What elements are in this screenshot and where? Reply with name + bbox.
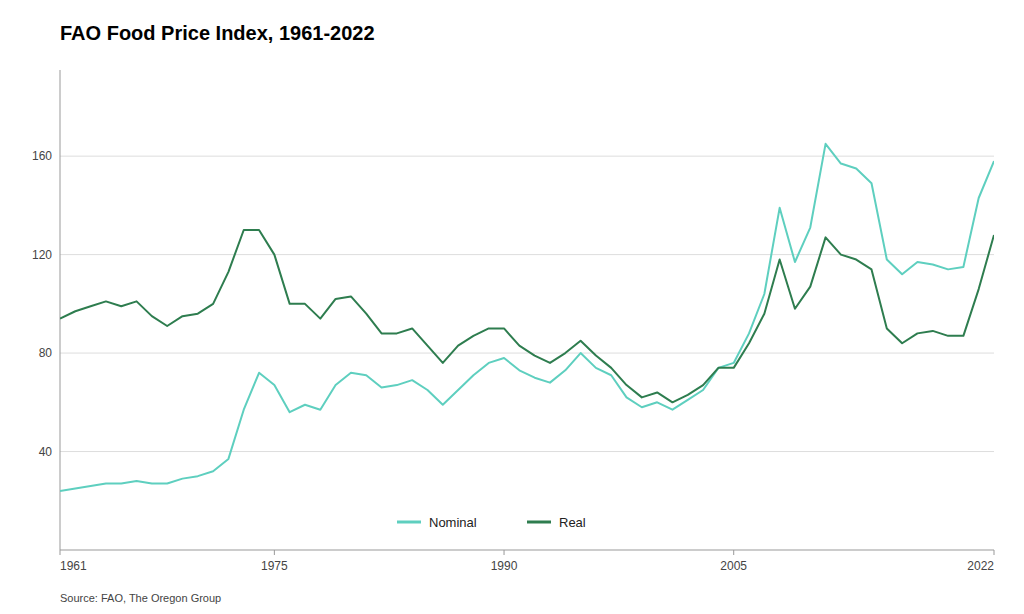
source-note: Source: FAO, The Oregon Group <box>60 592 221 604</box>
legend-label: Nominal <box>429 515 477 530</box>
x-tick <box>994 550 995 555</box>
series-line <box>60 144 994 491</box>
x-tick <box>504 550 505 555</box>
y-tick-label: 40 <box>39 445 53 459</box>
x-tick-label: 1990 <box>491 559 518 573</box>
x-tick <box>60 550 61 555</box>
y-tick-label: 120 <box>32 248 52 262</box>
chart-svg: 40 80 120 160 1961 1975 1990 2005 2022 Nominal Rea… <box>0 0 1024 614</box>
y-tick-label: 80 <box>39 346 53 360</box>
y-grid <box>60 156 994 451</box>
chart-container: 40 80 120 160 1961 1975 1990 2005 2022 Nominal Rea… <box>0 0 1024 614</box>
x-tick-label: 2022 <box>967 559 994 573</box>
grid-line <box>60 156 994 157</box>
x-tick-label: 1975 <box>261 559 288 573</box>
legend: Nominal Real <box>397 515 586 530</box>
legend-swatch <box>527 521 551 524</box>
series-line <box>60 230 994 402</box>
y-axis-line <box>60 70 61 550</box>
x-axis-line <box>60 550 994 551</box>
x-tick-label: 2005 <box>720 559 747 573</box>
grid-line <box>60 254 994 255</box>
title: FAO Food Price Index, 1961-2022 <box>60 22 375 44</box>
x-tick <box>274 550 275 555</box>
legend-swatch <box>397 521 421 524</box>
y-tick-label: 160 <box>32 149 52 163</box>
lines <box>60 144 994 491</box>
background <box>0 0 1024 614</box>
x-tick <box>733 550 734 555</box>
x-tick-label: 1961 <box>60 559 87 573</box>
legend-label: Real <box>559 515 586 530</box>
grid-line <box>60 353 994 354</box>
grid-line <box>60 451 994 452</box>
